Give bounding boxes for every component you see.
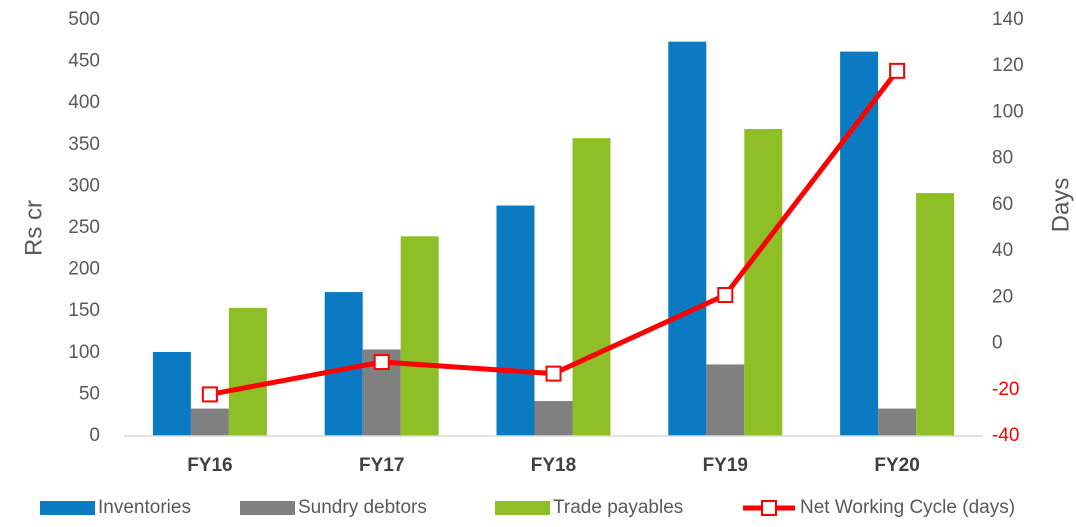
y2-tick-label: 80 [992,148,1013,169]
bar [190,408,229,436]
line-marker [545,365,562,382]
legend-label: Sundry debtors [298,497,427,518]
y-tick-label: 300 [68,175,100,196]
y2-tick-label: 20 [992,286,1013,307]
bar [400,236,439,436]
bar [152,351,191,436]
legend-swatch [40,501,95,515]
x-tick-label: FY20 [874,455,919,476]
bar [324,292,363,436]
x-tick-label: FY18 [531,455,576,476]
bar [706,364,745,436]
y2-tick-label: 140 [992,9,1024,30]
legend-swatch [240,501,295,515]
bar [878,408,917,436]
y-tick-label: 0 [89,425,100,446]
y2-tick-label: 40 [992,240,1013,261]
legend-swatch [495,501,550,515]
y-tick-label: 400 [68,92,100,113]
y-tick-label: 500 [68,9,100,30]
line-marker [373,354,390,371]
bar [668,41,707,437]
y2-tick-label: -40 [992,425,1019,446]
y-tick-label: 350 [68,134,100,155]
y-tick-label: 100 [68,342,100,363]
line [209,69,900,397]
bar [228,307,267,436]
line-marker [717,287,734,304]
legend-label: Inventories [98,497,191,518]
y2-tick-label: 120 [992,55,1024,76]
y-tick-label: 150 [68,300,100,321]
line-marker [889,62,906,79]
y-tick-label: 50 [79,383,100,404]
x-tick-label: FY19 [703,455,748,476]
legend-label: Net Working Cycle (days) [800,497,1015,518]
legend-label: Trade payables [553,497,683,518]
x-tick-label: FY16 [187,455,232,476]
line-marker [201,386,218,403]
bar [840,51,879,437]
y-axis-title: Rs cr [20,200,47,256]
bar [916,193,955,436]
y-tick-label: 200 [68,259,100,280]
y-tick-label: 450 [68,51,100,72]
y2-tick-label: 60 [992,194,1013,215]
x-tick-label: FY17 [359,455,404,476]
bar [744,128,783,436]
bar [496,205,535,436]
bar [572,138,611,437]
y2-tick-label: -20 [992,379,1019,400]
y2-tick-label: 100 [992,101,1024,122]
bar [534,401,573,436]
y-tick-label: 250 [68,217,100,238]
y2-axis-title: Days [1047,178,1074,233]
legend-marker [761,500,777,516]
y2-tick-label: 0 [992,333,1003,354]
